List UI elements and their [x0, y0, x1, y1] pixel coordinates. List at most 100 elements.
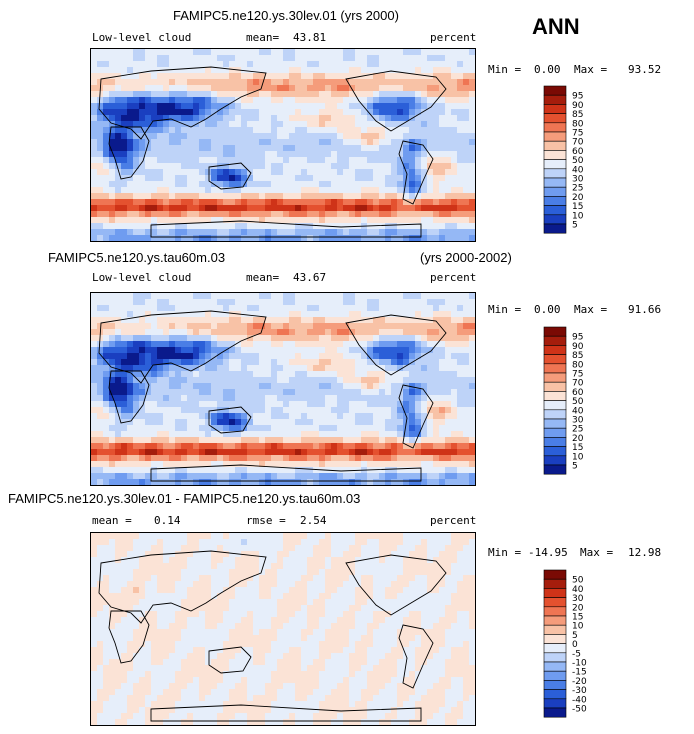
map-cell [463, 539, 470, 546]
map-cell [277, 473, 284, 480]
map-cell [277, 539, 284, 546]
map-cell [247, 473, 254, 480]
map-cell [463, 431, 470, 438]
map-cell [271, 103, 278, 110]
map-cell [121, 79, 128, 86]
map-cell [349, 575, 356, 582]
map-cell [211, 551, 218, 558]
map-cell [97, 407, 104, 414]
map-cell [409, 449, 416, 456]
map-cell [259, 293, 266, 300]
map-cell [229, 479, 236, 485]
map-cell [217, 329, 224, 336]
map-cell [247, 365, 254, 372]
map-cell [301, 115, 308, 122]
map-cell [319, 419, 326, 426]
map-cell [235, 139, 242, 146]
map-cell [169, 73, 176, 80]
map-cell [253, 413, 260, 420]
map-cell [385, 371, 392, 378]
map-cell [157, 55, 164, 62]
map-cell [223, 175, 230, 182]
map-cell [103, 229, 110, 236]
map-cell [325, 581, 332, 588]
map-cell [451, 223, 458, 230]
map-cell [247, 551, 254, 558]
map-cell [379, 163, 386, 170]
map-cell [469, 539, 475, 546]
map-cell [91, 347, 98, 354]
map-cell [157, 103, 164, 110]
map-cell [337, 473, 344, 480]
map-cell [175, 229, 182, 236]
map-cell [283, 359, 290, 366]
map-cell [205, 461, 212, 468]
map-cell [403, 199, 410, 206]
map-cell [283, 395, 290, 402]
map-cell [355, 169, 362, 176]
map-cell [427, 85, 434, 92]
map-cell [385, 479, 392, 485]
map-cell [133, 449, 140, 456]
map-cell [151, 551, 158, 558]
map-cell [235, 181, 242, 188]
map-cell [151, 49, 158, 56]
map-cell [91, 563, 98, 570]
map-cell [319, 407, 326, 414]
map-cell [439, 79, 446, 86]
map-cell [439, 533, 446, 540]
map-cell [265, 383, 272, 390]
map-cell [295, 205, 302, 212]
map-cell [415, 311, 422, 318]
map-cell [469, 121, 475, 128]
map-cell [415, 67, 422, 74]
map-cell [295, 115, 302, 122]
coastline [150, 220, 422, 238]
map-cell [337, 359, 344, 366]
map-cell [421, 103, 428, 110]
map-cell [97, 49, 104, 56]
map-cell [145, 473, 152, 480]
map-cell [151, 67, 158, 74]
map-cell [367, 85, 374, 92]
map-cell [427, 599, 434, 606]
map-cell [133, 317, 140, 324]
map-cell [289, 395, 296, 402]
map-cell [193, 455, 200, 462]
map-cell [367, 533, 374, 540]
map-cell [181, 473, 188, 480]
map-cell [391, 437, 398, 444]
map-cell [451, 133, 458, 140]
map-cell [187, 293, 194, 300]
map-cell [235, 211, 242, 218]
map-cell [373, 443, 380, 450]
map-cell [307, 67, 314, 74]
map-cell [211, 211, 218, 218]
map-cell [205, 449, 212, 456]
map-cell [199, 115, 206, 122]
map-cell [247, 347, 254, 354]
map-cell [409, 389, 416, 396]
map-cell [295, 347, 302, 354]
map-cell [205, 401, 212, 408]
map-cell [247, 311, 254, 318]
map-cell [319, 211, 326, 218]
map-cell [445, 581, 452, 588]
map-cell [187, 211, 194, 218]
map-cell [283, 569, 290, 576]
map-cell [385, 73, 392, 80]
map-cell [181, 377, 188, 384]
map-cell [427, 193, 434, 200]
map-cell [103, 55, 110, 62]
map-cell [121, 467, 128, 474]
map-cell [457, 97, 464, 104]
map-cell [271, 97, 278, 104]
map-cell [391, 569, 398, 576]
map-cell [325, 133, 332, 140]
map-cell [415, 109, 422, 116]
map-cell [337, 115, 344, 122]
map-cell [217, 539, 224, 546]
map-cell [169, 431, 176, 438]
map-cell [175, 383, 182, 390]
map-cell [409, 461, 416, 468]
